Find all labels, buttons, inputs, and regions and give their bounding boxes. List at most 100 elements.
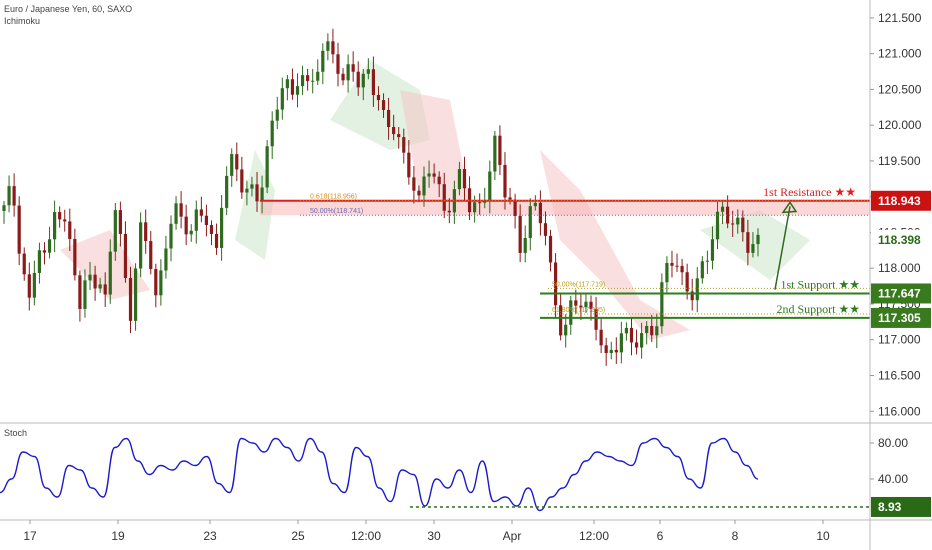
candle-body[interactable] bbox=[93, 274, 97, 289]
candle-body[interactable] bbox=[346, 64, 350, 81]
candle-body[interactable] bbox=[225, 175, 229, 208]
candle-body[interactable] bbox=[564, 324, 568, 336]
candle-body[interactable] bbox=[22, 253, 26, 275]
candle-body[interactable] bbox=[128, 278, 133, 321]
candle-body[interactable] bbox=[144, 222, 148, 242]
candle-body[interactable] bbox=[417, 190, 421, 196]
candle-body[interactable] bbox=[300, 75, 305, 87]
candle-body[interactable] bbox=[665, 262, 669, 283]
candle-body[interactable] bbox=[63, 219, 67, 222]
candle-body[interactable] bbox=[614, 349, 618, 353]
candle-body[interactable] bbox=[594, 308, 598, 330]
candle-body[interactable] bbox=[341, 73, 345, 81]
candle-body[interactable] bbox=[295, 86, 300, 95]
candle-body[interactable] bbox=[12, 186, 16, 206]
candle-body[interactable] bbox=[402, 137, 406, 153]
candle-body[interactable] bbox=[488, 171, 492, 201]
candle-body[interactable] bbox=[427, 173, 431, 177]
candle-body[interactable] bbox=[255, 184, 259, 202]
candle-body[interactable] bbox=[118, 210, 122, 234]
candle-body[interactable] bbox=[311, 80, 315, 82]
candle-body[interactable] bbox=[523, 237, 527, 253]
candle-body[interactable] bbox=[250, 184, 254, 189]
candle-body[interactable] bbox=[336, 54, 340, 74]
candle-body[interactable] bbox=[518, 215, 522, 253]
candle-body[interactable] bbox=[599, 329, 603, 346]
candle-body[interactable] bbox=[685, 272, 689, 292]
candle-body[interactable] bbox=[604, 345, 608, 354]
candle-body[interactable] bbox=[660, 282, 664, 327]
candle-body[interactable] bbox=[680, 265, 684, 273]
candle-body[interactable] bbox=[240, 169, 244, 193]
candle-body[interactable] bbox=[675, 265, 679, 267]
candle-body[interactable] bbox=[513, 199, 517, 216]
candle-body[interactable] bbox=[58, 212, 62, 220]
candle-body[interactable] bbox=[695, 278, 699, 301]
candle-body[interactable] bbox=[741, 217, 745, 233]
candle-body[interactable] bbox=[705, 260, 709, 262]
candle-body[interactable] bbox=[422, 176, 426, 196]
candle-body[interactable] bbox=[473, 202, 477, 213]
candlestick-series[interactable] bbox=[2, 28, 760, 366]
candle-body[interactable] bbox=[159, 270, 163, 296]
stoch-line[interactable] bbox=[0, 437, 759, 512]
candle-body[interactable] bbox=[68, 221, 72, 239]
candle-body[interactable] bbox=[265, 146, 269, 188]
candle-body[interactable] bbox=[731, 223, 735, 225]
candle-body[interactable] bbox=[316, 71, 320, 81]
candle-body[interactable] bbox=[169, 223, 173, 249]
candle-body[interactable] bbox=[543, 223, 548, 236]
candle-body[interactable] bbox=[629, 327, 634, 343]
candle-body[interactable] bbox=[670, 262, 674, 266]
candle-body[interactable] bbox=[376, 95, 381, 101]
candle-body[interactable] bbox=[53, 212, 57, 240]
candle-body[interactable] bbox=[528, 206, 532, 238]
candle-body[interactable] bbox=[32, 272, 36, 298]
candle-body[interactable] bbox=[493, 135, 497, 172]
candle-body[interactable] bbox=[235, 154, 239, 170]
candle-body[interactable] bbox=[108, 251, 112, 295]
candle-body[interactable] bbox=[726, 206, 730, 224]
candle-body[interactable] bbox=[634, 342, 639, 348]
stoch-panel[interactable]: 80.00 40.00 8.93 bbox=[0, 436, 931, 517]
candle-body[interactable] bbox=[584, 301, 588, 308]
candle-body[interactable] bbox=[260, 187, 264, 202]
horizontal-levels[interactable]: 1st Resistance ★★ 1st Support ★★ 2nd Suppo… bbox=[260, 185, 870, 319]
candle-body[interactable] bbox=[194, 209, 198, 231]
candle-body[interactable] bbox=[548, 235, 553, 263]
candle-body[interactable] bbox=[498, 135, 502, 165]
candle-body[interactable] bbox=[103, 284, 107, 295]
candle-body[interactable] bbox=[553, 262, 558, 306]
candle-body[interactable] bbox=[478, 202, 482, 204]
candle-body[interactable] bbox=[209, 225, 214, 234]
candle-body[interactable] bbox=[361, 73, 365, 88]
candle-body[interactable] bbox=[655, 326, 659, 336]
candle-body[interactable] bbox=[73, 238, 77, 276]
candle-body[interactable] bbox=[285, 79, 289, 89]
candle-body[interactable] bbox=[230, 154, 234, 176]
candle-body[interactable] bbox=[245, 188, 249, 193]
candle-body[interactable] bbox=[462, 169, 467, 189]
candle-body[interactable] bbox=[356, 71, 360, 88]
candle-body[interactable] bbox=[645, 325, 649, 334]
candle-body[interactable] bbox=[88, 274, 92, 281]
candle-body[interactable] bbox=[746, 232, 750, 253]
candle-body[interactable] bbox=[574, 300, 578, 306]
candle-body[interactable] bbox=[609, 349, 613, 354]
candle-body[interactable] bbox=[42, 250, 47, 253]
candle-body[interactable] bbox=[756, 234, 760, 245]
candle-body[interactable] bbox=[397, 134, 401, 138]
candle-body[interactable] bbox=[219, 207, 224, 248]
candle-body[interactable] bbox=[538, 202, 543, 224]
candle-body[interactable] bbox=[392, 126, 396, 135]
candle-body[interactable] bbox=[326, 41, 330, 51]
candle-body[interactable] bbox=[624, 327, 629, 334]
candle-body[interactable] bbox=[366, 69, 370, 74]
candle-body[interactable] bbox=[715, 211, 720, 240]
candle-body[interactable] bbox=[508, 197, 512, 200]
candle-body[interactable] bbox=[199, 209, 203, 216]
candle-body[interactable] bbox=[27, 274, 31, 298]
candle-body[interactable] bbox=[174, 203, 178, 224]
candle-body[interactable] bbox=[700, 261, 704, 279]
candle-body[interactable] bbox=[113, 210, 117, 252]
